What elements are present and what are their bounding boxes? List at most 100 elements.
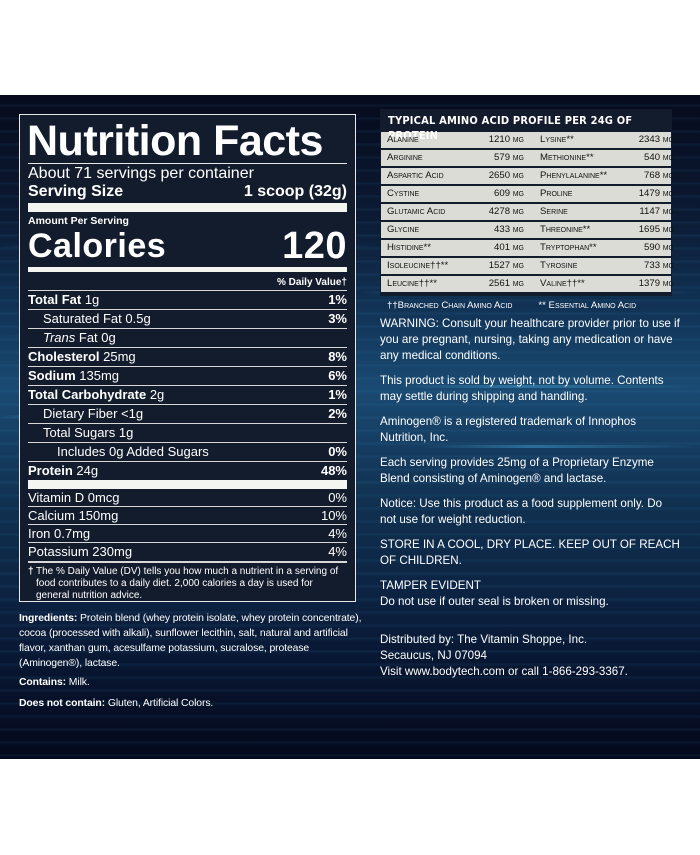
- amino-value: 1479 mg: [638, 188, 674, 199]
- distributor-info: Distributed by: The Vitamin Shoppe, Inc.…: [380, 632, 680, 680]
- amino-name: Leucine††**: [387, 278, 437, 289]
- amino-name: Histidine**: [387, 242, 431, 253]
- vitamin-row: Vitamin D 0mcg 0%: [28, 489, 347, 506]
- vitamin-pct: 0%: [328, 490, 347, 505]
- nutrient-amount: 24g: [72, 463, 99, 478]
- amino-name: Proline: [540, 188, 573, 199]
- amino-name: Glycine: [387, 224, 420, 235]
- calories-label: Calories: [28, 227, 167, 265]
- nutrient-pct: 0%: [328, 444, 347, 459]
- legend-bcaa: ††Branched Chain Amino Acid: [387, 300, 513, 311]
- vitamin-row: Potassium 230mg 4%: [28, 542, 347, 560]
- thick-divider: [28, 203, 347, 212]
- distributor-address: Secaucus, NJ 07094: [380, 649, 487, 662]
- amino-value: 1210 mg: [488, 134, 524, 145]
- amino-row: Histidine** 401 mg Tryptophan** 590 mg: [381, 240, 674, 258]
- nutrient-row-cholesterol: Cholesterol 25mg 8%: [28, 347, 347, 366]
- amino-value: 590 mg: [644, 242, 674, 253]
- vitamin-pct: 10%: [320, 508, 347, 523]
- nutrient-pct: 2%: [328, 406, 347, 421]
- nutrient-row-total-carbohydrate: Total Carbohydrate 2g 1%: [28, 385, 347, 404]
- calories-row: Calories 120: [28, 227, 347, 265]
- legend-essential: ** Essential Amino Acid: [538, 300, 637, 311]
- nutrient-amount: 1g: [81, 292, 100, 307]
- serving-size: Serving Size 1 scoop (32g): [28, 183, 347, 201]
- product-info-section: WARNING: Consult your healthcare provide…: [380, 316, 680, 619]
- amino-name: Isoleucine††**: [387, 260, 449, 271]
- background-streak: [420, 445, 700, 448]
- amino-value: 768 mg: [644, 170, 674, 181]
- nutrient-label: Fat 0g: [75, 330, 116, 345]
- serving-size-value: 1 scoop (32g): [243, 183, 347, 200]
- amino-value: 2650 mg: [488, 170, 524, 181]
- amino-name: Aspartic Acid: [387, 170, 444, 181]
- amino-row: Alanine 1210 mg Lysine** 2343 mg: [381, 132, 674, 150]
- amino-value: 1695 mg: [638, 224, 674, 235]
- does-not-contain-text: Gluten, Artificial Colors.: [105, 698, 214, 709]
- amino-value: 433 mg: [494, 224, 524, 235]
- ingredients-text: Protein blend (whey protein isolate, whe…: [19, 613, 362, 669]
- amino-row: Aspartic Acid 2650 mg Phenylalanine** 768 m…: [381, 168, 674, 186]
- amino-name: Tryptophan**: [540, 242, 597, 253]
- serving-size-label: Serving Size: [28, 183, 124, 200]
- amino-name: Cystine: [387, 188, 420, 199]
- amino-name: Alanine: [387, 134, 419, 145]
- background-streak: [400, 385, 700, 388]
- nutrient-row-sodium: Sodium 135mg 6%: [28, 366, 347, 385]
- storage-notice: STORE IN A COOL, DRY PLACE. KEEP OUT OF …: [380, 538, 680, 567]
- amino-row: Arginine 579 mg Methionine** 540 mg: [381, 150, 674, 168]
- amino-table: Alanine 1210 mg Lysine** 2343 mg Arginine 57…: [380, 132, 674, 296]
- tamper-text: Do not use if outer seal is broken or mi…: [380, 595, 609, 608]
- vitamin-row: Iron 0.7mg 4%: [28, 524, 347, 542]
- servings-per-container: About 71 servings per container: [28, 165, 254, 182]
- vitamin-row: Calcium 150mg 10%: [28, 506, 347, 524]
- weight-notice: This product is sold by weight, not by v…: [380, 374, 664, 403]
- amino-value: 609 mg: [494, 188, 524, 199]
- nutrient-label: Includes 0g Added Sugars: [57, 444, 209, 459]
- amino-name: Methionine**: [540, 152, 594, 163]
- supplement-notice: Notice: Use this product as a food suppl…: [380, 497, 663, 526]
- nutrient-pct: 3%: [328, 311, 347, 326]
- vitamin-label: Iron 0.7mg: [28, 526, 91, 541]
- contains-label: Contains:: [19, 677, 67, 688]
- ingredients-section: Ingredients: Protein blend (whey protein…: [19, 611, 367, 715]
- amino-name: Threonine**: [540, 224, 591, 235]
- nutrient-row-dietary-fiber: Dietary Fiber <1g 2%: [28, 404, 347, 423]
- nutrient-label: Protein: [28, 463, 73, 478]
- nutrient-label-italic: Trans: [43, 330, 76, 345]
- nutrition-facts-title: Nutrition Facts: [27, 117, 323, 165]
- nutrient-pct: 8%: [328, 349, 347, 364]
- amino-name: Glutamic Acid: [387, 206, 446, 217]
- amino-value: 2561 mg: [488, 278, 524, 289]
- amino-name: Lysine**: [540, 134, 574, 145]
- nutrient-label: Total Fat: [28, 292, 82, 307]
- amino-name: Phenylalanine**: [540, 170, 608, 181]
- vitamins-list: Vitamin D 0mcg 0% Calcium 150mg 10% Iron…: [28, 489, 347, 560]
- nutrient-pct: 48%: [320, 463, 347, 478]
- nutrient-label: Cholesterol: [28, 349, 100, 364]
- nutrient-label: Total Sugars 1g: [43, 425, 134, 440]
- nutrient-row-total-sugars: Total Sugars 1g: [28, 423, 347, 442]
- amount-per-serving: Amount Per Serving: [28, 215, 129, 227]
- nutrient-pct: 6%: [328, 368, 347, 383]
- amino-value: 1379 mg: [638, 278, 674, 289]
- nutrition-facts-label: Nutrition Facts About 71 servings per co…: [19, 114, 356, 602]
- divider: [28, 163, 347, 164]
- amino-row: Isoleucine††** 1527 mg Tyrosine 733 mg: [381, 258, 674, 276]
- nutrient-row-saturated-fat: Saturated Fat 0.5g 3%: [28, 309, 347, 328]
- amino-value: 401 mg: [494, 242, 524, 253]
- nutrient-label: Saturated Fat 0.5g: [43, 311, 151, 326]
- does-not-contain-paragraph: Does not contain: Gluten, Artificial Col…: [19, 696, 367, 711]
- nutrient-amount: 25mg: [99, 349, 136, 364]
- vitamin-pct: 4%: [328, 544, 347, 559]
- calories-value: 120: [282, 225, 347, 267]
- amino-legend: ††Branched Chain Amino Acid ** Essential…: [380, 300, 672, 311]
- nutrient-row-added-sugars: Includes 0g Added Sugars 0%: [28, 442, 347, 461]
- nutrient-label: Sodium: [28, 368, 76, 383]
- tamper-title: TAMPER EVIDENT: [380, 579, 481, 592]
- nutrient-label: Dietary Fiber <1g: [43, 406, 144, 421]
- amino-row: Glycine 433 mg Threonine** 1695 mg: [381, 222, 674, 240]
- thick-divider: [28, 480, 347, 489]
- ingredients-paragraph: Ingredients: Protein blend (whey protein…: [19, 611, 367, 671]
- amino-name: Tyrosine: [540, 260, 578, 271]
